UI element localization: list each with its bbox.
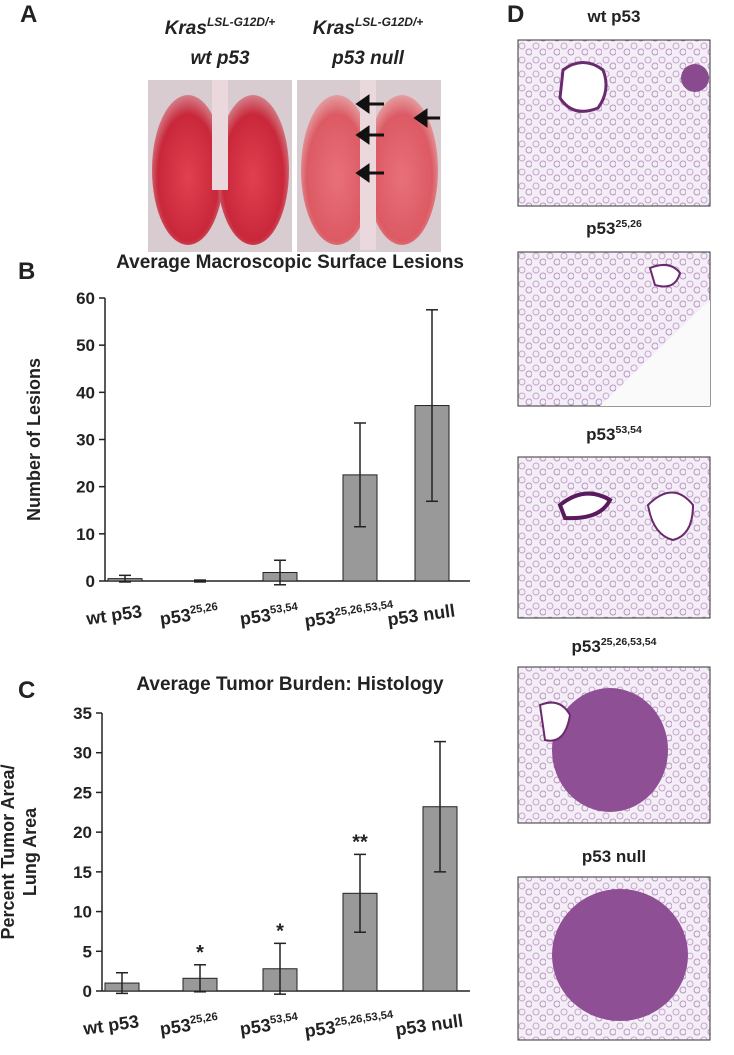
image-caption: KrasLSL-G12D/+: [313, 15, 424, 39]
y-tick-label: 30: [73, 744, 92, 763]
panel-label: A: [20, 1, 37, 28]
error-bar: [119, 574, 131, 583]
y-tick-label: 10: [73, 903, 92, 922]
text-span: 25,26: [189, 601, 218, 617]
text-span: p53 null: [386, 600, 456, 629]
micrograph-title: p5325,26: [586, 218, 642, 238]
error-bar: [426, 309, 438, 503]
y-tick-label: 35: [73, 704, 92, 723]
y-axis-label: Percent Tumor Area/: [0, 764, 18, 939]
micrograph: [517, 456, 711, 619]
y-tick-label: 10: [76, 525, 95, 544]
text-span: wt p53: [81, 1011, 140, 1039]
y-tick-label: 5: [83, 942, 92, 961]
lung-photo: [297, 80, 441, 252]
text-span: p53 null: [394, 1010, 464, 1039]
text-span: p53: [303, 607, 337, 631]
text-span: LSL-G12D/+: [355, 15, 423, 29]
text-span: p53: [159, 605, 193, 629]
x-tick-label: p5325,26,53,54: [303, 599, 396, 632]
y-tick-label: 20: [73, 823, 92, 842]
error-bar: [354, 422, 366, 528]
text-span: Kras: [313, 18, 355, 39]
text-span: p53: [586, 219, 615, 238]
y-tick-label: 40: [76, 383, 95, 402]
image-caption: wt p53: [190, 48, 250, 69]
y-tick-label: 30: [76, 431, 95, 450]
text-span: 25,26,53,54: [334, 599, 395, 619]
panel-label: D: [507, 1, 524, 28]
text-span: 53,54: [615, 424, 641, 436]
x-tick-label: p5325,26: [159, 1011, 220, 1039]
error-bar: [116, 971, 128, 995]
error-bar: [194, 964, 206, 993]
text-span: p53 null: [582, 847, 646, 866]
chart-title: Average Macroscopic Surface Lesions: [116, 252, 464, 273]
x-tick-label: wt p53: [81, 1011, 140, 1039]
lung-photo: [148, 80, 292, 252]
x-tick-label: p53 null: [394, 1010, 464, 1039]
text-span: 25,26,53,54: [334, 1009, 395, 1029]
y-axis-label: Lung Area: [20, 807, 40, 896]
x-tick-label: p5325,26: [159, 601, 220, 629]
micrograph: [517, 251, 711, 407]
text-span: 25,26: [615, 218, 641, 230]
text-span: 25,26: [189, 1011, 218, 1027]
y-tick-label: 0: [83, 982, 92, 1001]
micrograph: [517, 876, 711, 1041]
x-tick-label: p5353,54: [239, 1011, 301, 1039]
micrograph: [517, 39, 711, 207]
y-tick-label: 50: [76, 336, 95, 355]
error-bar: [354, 853, 366, 933]
error-bar: [434, 740, 446, 873]
text-span: wt p53: [84, 601, 143, 629]
significance-label: *: [276, 920, 284, 942]
text-span: Kras: [165, 18, 207, 39]
text-span: 53,54: [269, 601, 299, 617]
significance-label: *: [196, 942, 204, 964]
micrograph-title: p5353,54: [586, 424, 642, 444]
y-tick-label: 20: [76, 478, 95, 497]
y-tick-label: 0: [86, 572, 95, 591]
panel-label: C: [18, 677, 35, 704]
text-span: p53: [239, 1015, 273, 1039]
y-tick-label: 60: [76, 289, 95, 308]
y-tick-label: 25: [73, 783, 92, 802]
text-span: 25,26,53,54: [601, 636, 657, 648]
y-tick-label: 15: [73, 863, 92, 882]
micrograph-title: p5325,26,53,54: [572, 636, 657, 656]
text-span: 53,54: [269, 1011, 299, 1027]
micrograph-title: p53 null: [582, 847, 646, 866]
error-bar: [274, 559, 286, 586]
text-span: p53: [159, 1015, 193, 1039]
text-span: LSL-G12D/+: [207, 15, 275, 29]
x-tick-label: p5325,26,53,54: [303, 1009, 396, 1042]
panel-label: B: [18, 258, 35, 285]
significance-label: **: [352, 831, 368, 853]
text-span: p53: [586, 425, 615, 444]
text-span: p53: [303, 1017, 337, 1041]
error-bar: [274, 942, 286, 995]
x-tick-label: p53 null: [386, 600, 456, 629]
micrograph-title: wt p53: [587, 7, 641, 26]
image-caption: KrasLSL-G12D/+: [165, 15, 276, 39]
text-span: wt p53: [587, 7, 641, 26]
micrograph: [517, 666, 711, 824]
x-tick-label: p5353,54: [239, 601, 301, 629]
x-tick-label: wt p53: [84, 601, 143, 629]
chart-title: Average Tumor Burden: Histology: [136, 674, 444, 695]
text-span: p53: [572, 637, 601, 656]
image-caption: p53 null: [331, 48, 405, 69]
text-span: p53: [239, 605, 273, 629]
y-axis-label: Number of Lesions: [24, 358, 44, 521]
error-bar: [194, 579, 206, 583]
